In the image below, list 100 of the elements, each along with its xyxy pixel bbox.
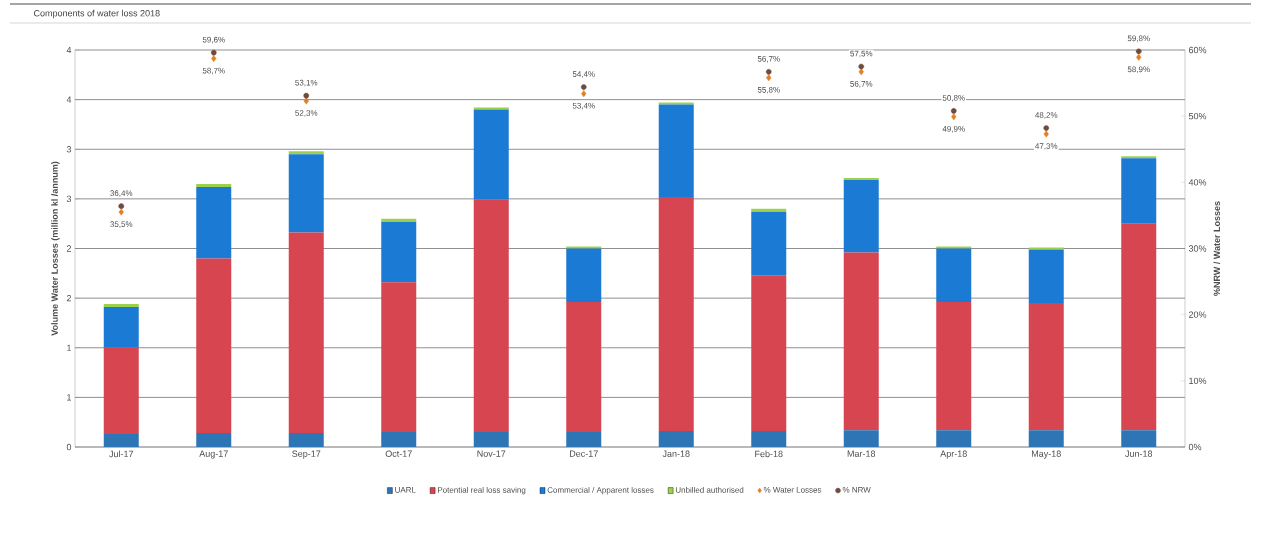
x-tick-label: Jan-18 bbox=[662, 450, 690, 457]
data-label: 56,7% bbox=[757, 56, 780, 63]
data-label: 47,3% bbox=[1035, 143, 1058, 150]
data-label: 57,5% bbox=[850, 50, 873, 58]
bar bbox=[751, 208, 787, 212]
bar bbox=[473, 109, 509, 200]
x-tick-label: Apr-18 bbox=[940, 450, 967, 459]
bar bbox=[751, 275, 787, 432]
point bbox=[303, 97, 309, 105]
bar bbox=[1121, 223, 1157, 431]
y-tick-label: 1 bbox=[67, 344, 72, 351]
bar bbox=[658, 104, 694, 197]
point bbox=[765, 69, 772, 75]
chart-title: Components of water loss 2018 bbox=[33, 9, 160, 19]
bar bbox=[843, 430, 879, 447]
y2-tick-label: 60% bbox=[1188, 46, 1207, 54]
x-tick-label: Feb-18 bbox=[755, 450, 783, 458]
x-tick-label: Sep-17 bbox=[292, 450, 321, 459]
x-tick-label: Oct-17 bbox=[385, 450, 412, 457]
data-label: 52,3% bbox=[295, 110, 318, 117]
bar bbox=[843, 252, 879, 431]
bar bbox=[288, 151, 324, 155]
x-tick-label: Mar-18 bbox=[847, 450, 876, 457]
y-tick-label: 1 bbox=[67, 394, 72, 401]
y-tick-label: 0 bbox=[66, 443, 72, 451]
bar bbox=[1028, 249, 1064, 304]
y-axis-title: Volume Water Losses (million kl /annum) bbox=[51, 161, 60, 336]
point bbox=[580, 84, 587, 90]
y2-tick-label: 10% bbox=[1189, 377, 1207, 385]
bar bbox=[473, 199, 509, 433]
y2-tick-label: 20% bbox=[1188, 311, 1207, 318]
legend-label: Unbilled authorised bbox=[675, 486, 744, 493]
legend-label: Potential real loss saving bbox=[437, 486, 526, 495]
point bbox=[210, 49, 217, 56]
bar bbox=[196, 183, 232, 187]
y-tick-label: 2 bbox=[66, 245, 72, 252]
y2-axis-title: %NRW / Water Losses bbox=[1213, 201, 1221, 296]
point bbox=[766, 74, 772, 82]
y-tick-label: 4 bbox=[66, 96, 72, 103]
bar bbox=[381, 282, 417, 433]
point bbox=[1135, 48, 1142, 55]
data-label: 53,4% bbox=[572, 102, 595, 110]
y-tick-label: 3 bbox=[66, 146, 72, 153]
bar bbox=[843, 180, 879, 253]
bar bbox=[658, 431, 694, 447]
data-label: 48,2% bbox=[1035, 112, 1058, 119]
legend-label: % NRW bbox=[842, 487, 871, 493]
bar bbox=[1028, 303, 1064, 431]
bar bbox=[566, 248, 602, 303]
legend-label: Commercial / Apparent losses bbox=[547, 486, 654, 495]
bar bbox=[196, 258, 232, 434]
x-tick-label: Dec-17 bbox=[569, 450, 598, 457]
data-label: 59,8% bbox=[1127, 35, 1150, 43]
point bbox=[858, 63, 865, 70]
bar bbox=[288, 232, 324, 434]
point bbox=[1043, 125, 1050, 131]
bar bbox=[381, 218, 417, 222]
point bbox=[303, 92, 310, 99]
bar bbox=[288, 433, 324, 447]
y2-tick-label: 0% bbox=[1188, 443, 1202, 451]
data-label: 49,9% bbox=[942, 126, 965, 133]
y2-tick-label: 50% bbox=[1188, 112, 1207, 120]
data-label: 35,5% bbox=[110, 221, 133, 228]
point bbox=[211, 55, 217, 63]
bar bbox=[1121, 158, 1157, 224]
bar bbox=[751, 211, 787, 276]
data-label: 58,7% bbox=[202, 67, 225, 75]
x-tick-label: May-18 bbox=[1031, 450, 1061, 459]
data-label: 53,1% bbox=[295, 79, 318, 87]
point bbox=[950, 108, 957, 114]
y2-tick-label: 30% bbox=[1188, 245, 1207, 252]
point bbox=[1136, 53, 1142, 61]
bar bbox=[751, 431, 787, 447]
bar bbox=[936, 248, 972, 303]
data-label: 50,8% bbox=[942, 95, 965, 102]
bar bbox=[103, 434, 139, 447]
bar bbox=[381, 432, 417, 447]
bar bbox=[288, 154, 324, 233]
bar bbox=[566, 302, 602, 433]
bar bbox=[936, 302, 972, 431]
bar bbox=[103, 307, 139, 348]
bar bbox=[103, 304, 139, 308]
point bbox=[581, 90, 587, 98]
point bbox=[1043, 130, 1049, 138]
point bbox=[858, 68, 864, 76]
bar bbox=[566, 432, 602, 447]
point bbox=[118, 208, 124, 216]
bar bbox=[103, 347, 139, 435]
x-tick-label: Jul-17 bbox=[109, 450, 134, 458]
y2-tick-label: 40% bbox=[1188, 179, 1207, 186]
y-tick-label: 2 bbox=[66, 294, 72, 302]
bar bbox=[936, 430, 972, 447]
x-tick-label: Nov-17 bbox=[477, 450, 506, 457]
x-tick-label: Jun-18 bbox=[1125, 450, 1153, 457]
bar bbox=[381, 221, 417, 283]
bar bbox=[1028, 430, 1064, 447]
point bbox=[951, 113, 957, 121]
bar bbox=[196, 433, 232, 447]
y-tick-label: 3 bbox=[66, 195, 72, 203]
legend-label: UARL bbox=[395, 487, 416, 493]
